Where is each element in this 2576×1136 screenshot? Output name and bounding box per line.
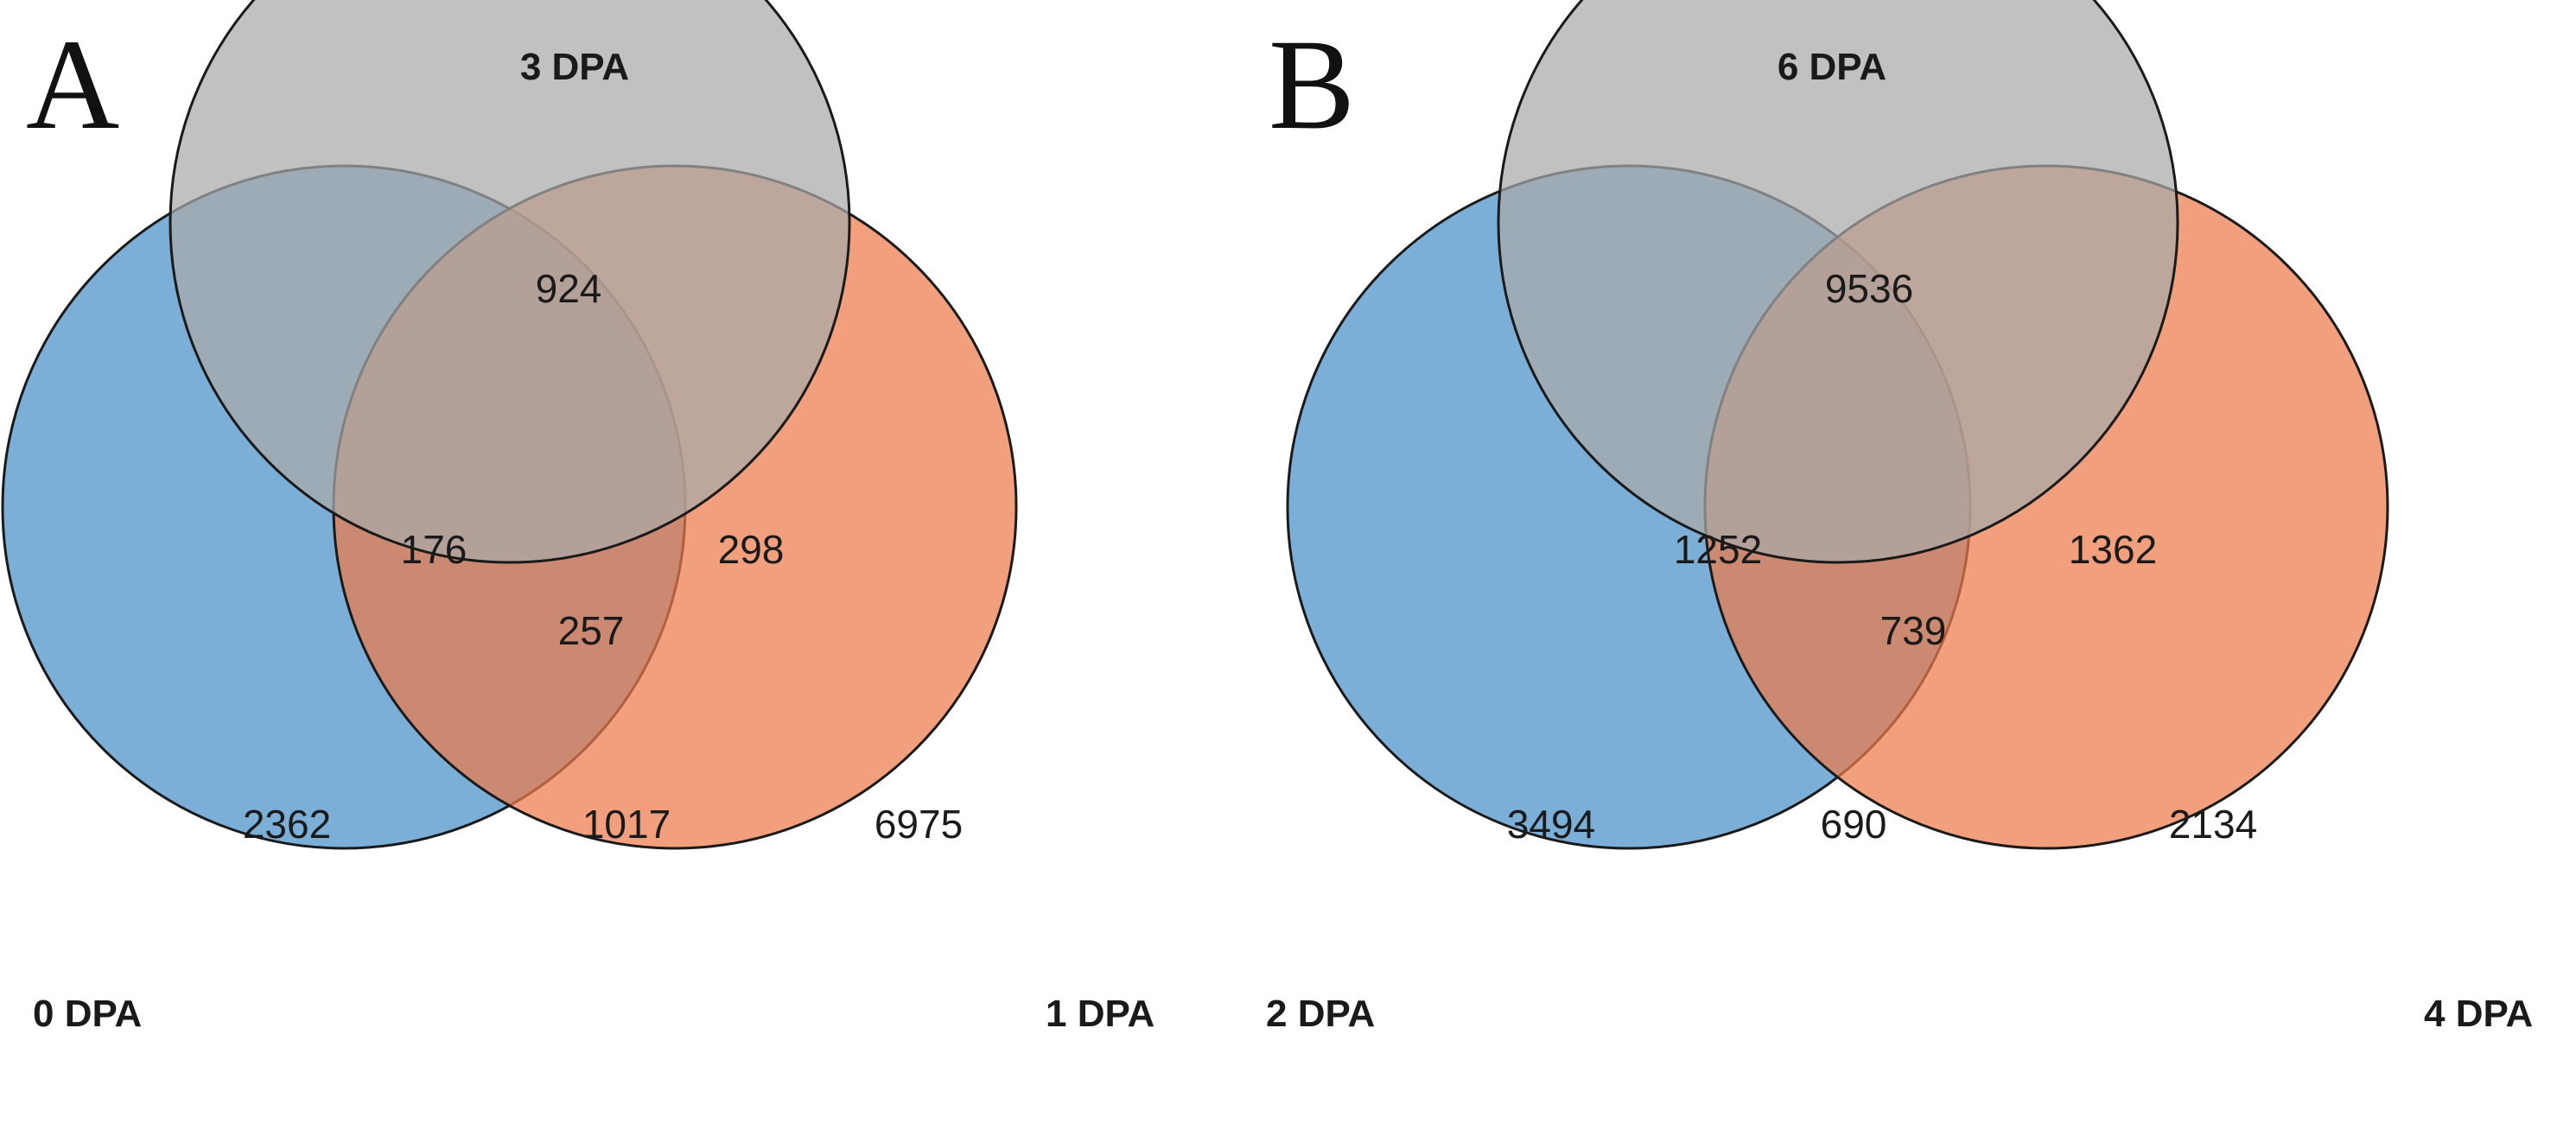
set-top-circle — [1497, 0, 2179, 564]
set-left-label: 0 DPA — [33, 993, 142, 1035]
count-left-only: 3494 — [1507, 802, 1595, 847]
count-left-right: 690 — [1821, 802, 1887, 847]
count-top-right: 298 — [718, 527, 785, 572]
set-top-circle — [169, 0, 851, 564]
panel-label: A — [26, 13, 119, 156]
panel-label: B — [1269, 13, 1355, 156]
count-top-only: 9536 — [1825, 266, 1913, 311]
set-right-label: 4 DPA — [2424, 993, 2533, 1035]
venn-panel-a: A 3 DPA 0 DPA 1 DPA 924 176 298 257 2362… — [1, 0, 1154, 1035]
count-right-only: 2134 — [2169, 802, 2257, 847]
set-left-label: 2 DPA — [1266, 993, 1375, 1035]
count-top-only: 924 — [536, 266, 602, 311]
set-top-label: 6 DPA — [1778, 46, 1886, 88]
set-top-label: 3 DPA — [520, 46, 629, 88]
set-right-label: 1 DPA — [1046, 993, 1154, 1035]
count-left-right: 1017 — [582, 802, 671, 847]
count-left-only: 2362 — [243, 802, 331, 847]
count-top-left: 1252 — [1674, 527, 1762, 572]
count-top-left: 176 — [401, 527, 467, 572]
count-all-sets: 257 — [558, 608, 625, 653]
count-all-sets: 739 — [1880, 608, 1947, 653]
count-right-only: 6975 — [875, 802, 963, 847]
venn-panel-b: B 6 DPA 2 DPA 4 DPA 9536 1252 1362 739 3… — [1266, 0, 2533, 1035]
count-top-right: 1362 — [2069, 527, 2157, 572]
